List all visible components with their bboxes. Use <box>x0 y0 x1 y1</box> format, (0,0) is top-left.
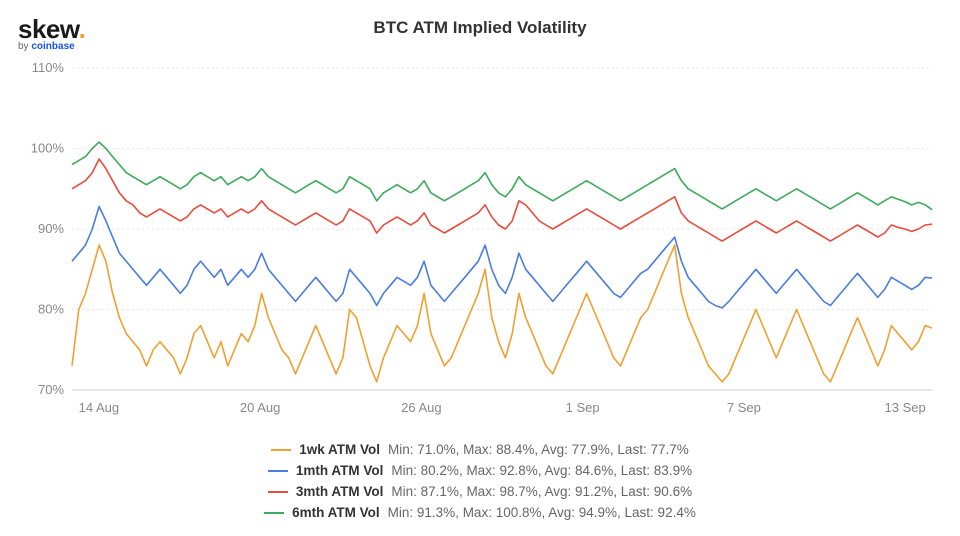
chart-plot: 70% 80% 90% 100% 110% 14 Aug 20 Aug 26 Aug 1 Sep… <box>20 60 940 430</box>
svg-text:90%: 90% <box>38 221 64 236</box>
series-1wk <box>72 245 932 382</box>
legend-swatch-icon <box>268 491 288 493</box>
legend-row-1mth: 1mth ATM Vol Min: 80.2%, Max: 92.8%, Avg… <box>0 461 960 482</box>
legend: 1wk ATM Vol Min: 71.0%, Max: 88.4%, Avg:… <box>0 440 960 524</box>
legend-swatch-icon <box>268 470 288 472</box>
svg-text:100%: 100% <box>31 141 65 156</box>
legend-series-name: 6mth ATM Vol <box>292 503 380 524</box>
svg-text:20 Aug: 20 Aug <box>240 400 281 415</box>
legend-series-stats: Min: 71.0%, Max: 88.4%, Avg: 77.9%, Last… <box>388 440 689 461</box>
legend-series-stats: Min: 80.2%, Max: 92.8%, Avg: 84.6%, Last… <box>391 461 692 482</box>
series-1mth <box>72 207 932 308</box>
svg-text:70%: 70% <box>38 382 64 397</box>
legend-swatch-icon <box>264 512 284 514</box>
svg-text:7 Sep: 7 Sep <box>727 400 761 415</box>
legend-row-1wk: 1wk ATM Vol Min: 71.0%, Max: 88.4%, Avg:… <box>0 440 960 461</box>
svg-text:26 Aug: 26 Aug <box>401 400 442 415</box>
svg-text:14 Aug: 14 Aug <box>79 400 120 415</box>
legend-series-stats: Min: 87.1%, Max: 98.7%, Avg: 91.2%, Last… <box>391 482 692 503</box>
legend-swatch-icon <box>271 449 291 451</box>
svg-text:1 Sep: 1 Sep <box>566 400 600 415</box>
legend-row-6mth: 6mth ATM Vol Min: 91.3%, Max: 100.8%, Av… <box>0 503 960 524</box>
svg-text:80%: 80% <box>38 302 64 317</box>
legend-series-stats: Min: 91.3%, Max: 100.8%, Avg: 94.9%, Las… <box>388 503 696 524</box>
series-6mth <box>72 142 932 210</box>
legend-series-name: 1mth ATM Vol <box>296 461 384 482</box>
chart-container: skew. by coinbase BTC ATM Implied Volati… <box>0 0 960 536</box>
svg-text:110%: 110% <box>32 60 65 75</box>
chart-title: BTC ATM Implied Volatility <box>0 18 960 38</box>
legend-series-name: 1wk ATM Vol <box>299 440 380 461</box>
legend-row-3mth: 3mth ATM Vol Min: 87.1%, Max: 98.7%, Avg… <box>0 482 960 503</box>
legend-series-name: 3mth ATM Vol <box>296 482 384 503</box>
chart-svg: 70% 80% 90% 100% 110% 14 Aug 20 Aug 26 Aug 1 Sep… <box>20 60 940 430</box>
svg-text:13 Sep: 13 Sep <box>885 400 926 415</box>
